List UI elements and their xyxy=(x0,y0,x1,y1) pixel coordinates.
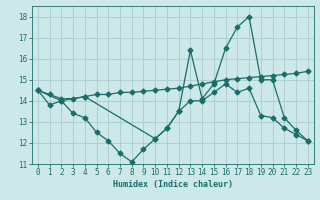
X-axis label: Humidex (Indice chaleur): Humidex (Indice chaleur) xyxy=(113,180,233,189)
